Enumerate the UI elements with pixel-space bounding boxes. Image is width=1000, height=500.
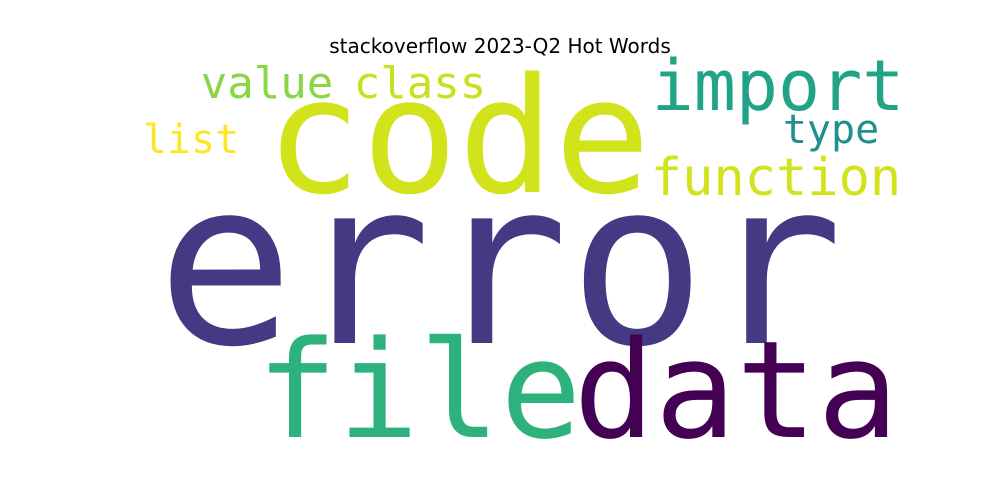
word-file: file xyxy=(256,312,581,469)
word-function: function xyxy=(651,148,901,208)
word-data: data xyxy=(573,312,898,469)
word-list: list xyxy=(143,117,239,163)
word-code: code xyxy=(265,43,650,230)
word-class: class xyxy=(354,58,486,109)
word-error: error xyxy=(157,131,843,397)
word-type: type xyxy=(783,107,879,153)
chart-title: stackoverflow 2023-Q2 Hot Words xyxy=(329,34,671,58)
word-import: import xyxy=(652,45,905,127)
word-value: value xyxy=(201,58,333,109)
